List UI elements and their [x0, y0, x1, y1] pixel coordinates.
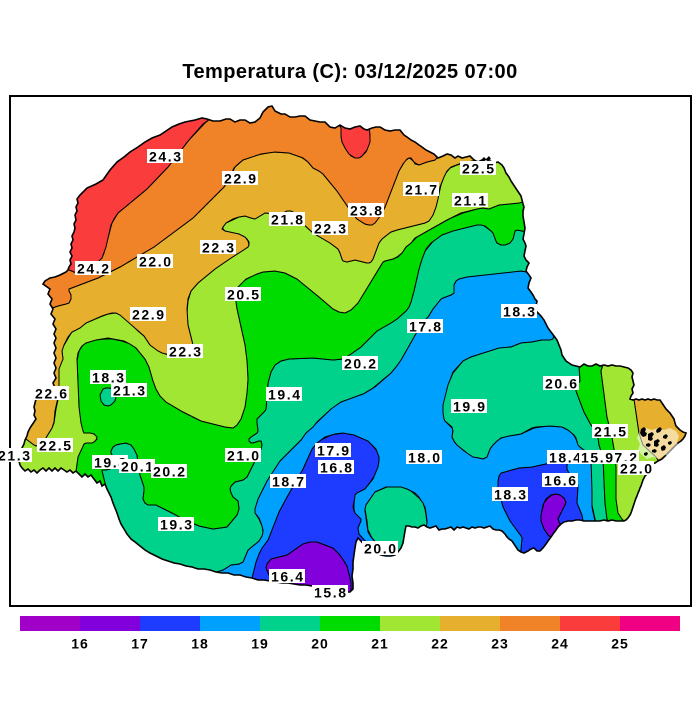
svg-text:22.9: 22.9	[132, 307, 166, 323]
svg-text:18.3: 18.3	[494, 487, 528, 503]
svg-text:21.0: 21.0	[227, 448, 261, 464]
svg-text:20.5: 20.5	[227, 287, 261, 303]
svg-text:15.8: 15.8	[314, 585, 348, 601]
svg-text:20.6: 20.6	[545, 376, 579, 392]
svg-text:21: 21	[371, 636, 389, 652]
svg-text:19.4: 19.4	[268, 387, 302, 403]
svg-text:22: 22	[431, 636, 449, 652]
svg-text:17: 17	[131, 636, 149, 652]
svg-text:18.4: 18.4	[549, 450, 583, 466]
svg-text:19.8: 19.8	[94, 455, 128, 471]
svg-text:20: 20	[311, 636, 329, 652]
svg-text:19.9: 19.9	[453, 399, 487, 415]
svg-text:24.3: 24.3	[149, 149, 183, 165]
svg-text:22.5: 22.5	[39, 438, 73, 454]
svg-text:18.3: 18.3	[92, 370, 126, 386]
svg-text:22.3: 22.3	[314, 221, 348, 237]
svg-text:25: 25	[611, 636, 629, 652]
svg-text:23: 23	[491, 636, 509, 652]
svg-text:18.3: 18.3	[503, 304, 537, 320]
svg-text:16.4: 16.4	[271, 569, 305, 585]
svg-text:20.2: 20.2	[344, 356, 378, 372]
svg-text:20.0: 20.0	[364, 541, 398, 557]
svg-text:20.1: 20.1	[121, 459, 155, 475]
svg-text:19.3: 19.3	[160, 517, 194, 533]
svg-text:21.8: 21.8	[271, 212, 305, 228]
svg-text:24.2: 24.2	[77, 261, 111, 277]
svg-text:21.3: 21.3	[0, 448, 32, 464]
svg-text:18.7: 18.7	[272, 474, 306, 490]
svg-text:22.0: 22.0	[139, 254, 173, 270]
svg-text:21.7: 21.7	[405, 182, 439, 198]
svg-text:21.5: 21.5	[594, 424, 628, 440]
svg-text:22.0: 22.0	[620, 461, 654, 477]
svg-text:22.6: 22.6	[35, 386, 69, 402]
svg-text:Temperatura (C): 03/12/2025 07: Temperatura (C): 03/12/2025 07:00	[182, 61, 517, 83]
svg-text:18.0: 18.0	[408, 450, 442, 466]
svg-text:20.2: 20.2	[153, 464, 187, 480]
svg-text:15.9: 15.9	[581, 450, 615, 466]
svg-text:16.6: 16.6	[544, 473, 578, 489]
svg-text:22.9: 22.9	[224, 171, 258, 187]
svg-text:17.9: 17.9	[317, 443, 351, 459]
svg-text:22.3: 22.3	[169, 344, 203, 360]
svg-text:21.1: 21.1	[454, 193, 488, 209]
svg-text:24: 24	[551, 636, 569, 652]
svg-text:23.8: 23.8	[350, 203, 384, 219]
svg-text:19: 19	[251, 636, 269, 652]
svg-text:16.8: 16.8	[320, 460, 354, 476]
svg-text:16: 16	[71, 636, 89, 652]
svg-text:18: 18	[191, 636, 209, 652]
svg-text:22.5: 22.5	[462, 161, 496, 177]
svg-text:22.3: 22.3	[202, 240, 236, 256]
svg-text:17.8: 17.8	[409, 319, 443, 335]
svg-text:21.3: 21.3	[113, 383, 147, 399]
